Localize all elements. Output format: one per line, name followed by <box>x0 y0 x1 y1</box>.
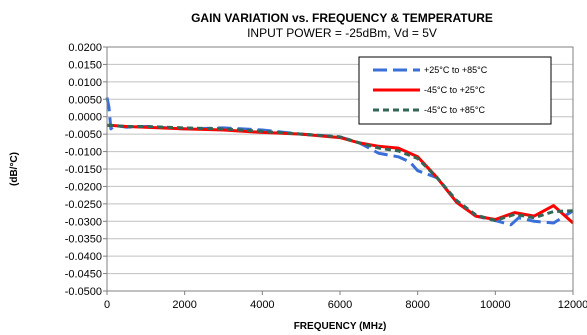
y-tick-label: -0.0050 <box>65 129 102 141</box>
y-tick-label: -0.0200 <box>65 181 102 193</box>
y-axis-ticks: 0.0200 0.0150 0.0100 0.0050 0.0000 -0.0050 -0.… <box>65 42 107 298</box>
x-tick-label: 10000 <box>480 299 511 311</box>
x-tick-label: 4000 <box>250 299 274 311</box>
y-tick-label: -0.0250 <box>65 199 102 211</box>
chart-subtitle: INPUT POWER = -25dBm, Vd = 5V <box>247 26 437 40</box>
x-tick-label: 0 <box>104 299 110 311</box>
chart-title: GAIN VARIATION vs. FREQUENCY & TEMPERATU… <box>191 11 493 25</box>
y-tick-label: 0.0150 <box>68 59 102 71</box>
y-tick-label: -0.0500 <box>65 286 102 298</box>
series-line-3 <box>107 123 574 223</box>
legend-label-2: -45°C to +25°C <box>424 85 485 95</box>
y-tick-label: -0.0100 <box>65 147 102 159</box>
y-tick-label: 0.0100 <box>68 77 102 89</box>
y-tick-label: 0.0000 <box>68 112 102 124</box>
y-tick-label: -0.0300 <box>65 216 102 228</box>
legend-label-3: -45°C to +85°C <box>424 105 485 115</box>
x-axis-title: FREQUENCY (MHz) <box>294 321 387 332</box>
legend: +25°C to +85°C -45°C to +25°C -45°C to +85… <box>358 56 552 125</box>
y-tick-label: -0.0150 <box>65 164 102 176</box>
y-tick-label: 0.0050 <box>68 94 102 106</box>
y-tick-label: 0.0200 <box>68 42 102 54</box>
x-tick-label: 2000 <box>172 299 196 311</box>
x-tick-label: 6000 <box>328 299 352 311</box>
y-axis-title: (dB/°C) <box>9 152 20 186</box>
y-tick-label: -0.0400 <box>65 251 102 263</box>
x-axis-ticks: 0 2000 4000 6000 8000 10000 12000 <box>104 291 587 311</box>
x-tick-label: 8000 <box>405 299 429 311</box>
legend-label-1: +25°C to +85°C <box>424 65 488 75</box>
series-group <box>105 97 575 227</box>
y-tick-label: -0.0450 <box>65 269 102 281</box>
x-tick-label: 12000 <box>558 299 587 311</box>
y-tick-label: -0.0350 <box>65 234 102 246</box>
